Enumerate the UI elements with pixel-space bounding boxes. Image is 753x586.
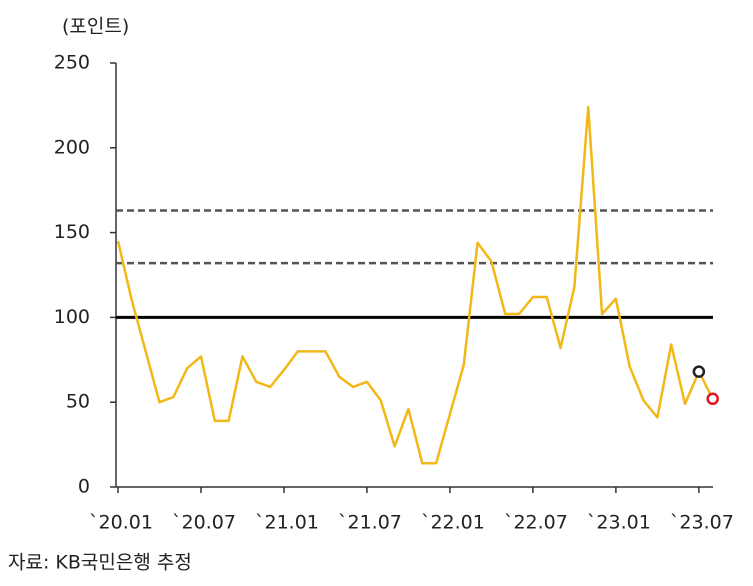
x-tick-label: `21.07 xyxy=(338,512,402,534)
y-tick-label: 200 xyxy=(54,136,90,158)
x-tick-label: `22.07 xyxy=(504,512,568,534)
y-tick-label: 250 xyxy=(54,52,90,74)
x-tick-label: `23.01 xyxy=(587,512,651,534)
x-tick-label: `22.01 xyxy=(421,512,485,534)
y-tick-label: 50 xyxy=(66,391,90,413)
x-tick-label: `21.01 xyxy=(255,512,319,534)
x-tick-label: `20.07 xyxy=(172,512,236,534)
y-tick-label: 150 xyxy=(54,221,90,243)
source-note: 자료: KB국민은행 추정 xyxy=(8,552,192,574)
x-tick-label: `20.01 xyxy=(89,512,153,534)
y-axis-label: (포인트) xyxy=(62,16,129,38)
highlight-point xyxy=(706,392,719,406)
x-tick-label: `23.07 xyxy=(670,512,734,534)
data-line xyxy=(116,105,714,465)
y-tick-label: 0 xyxy=(78,476,90,498)
highlight-point xyxy=(692,365,706,378)
y-tick-label: 100 xyxy=(54,306,90,328)
